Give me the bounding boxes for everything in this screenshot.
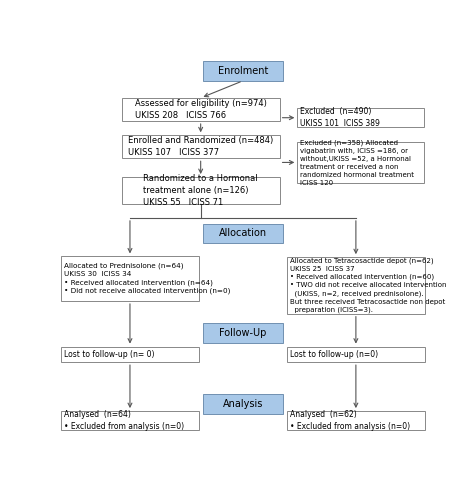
Text: Follow-Up: Follow-Up: [219, 328, 266, 338]
FancyBboxPatch shape: [61, 257, 199, 301]
Text: Enrolled and Randomized (n=484)
UKISS 107   ICISS 377: Enrolled and Randomized (n=484) UKISS 10…: [128, 136, 273, 157]
FancyBboxPatch shape: [122, 177, 280, 204]
Text: Lost to follow-up (n=0): Lost to follow-up (n=0): [290, 350, 378, 359]
Text: Lost to follow-up (n= 0): Lost to follow-up (n= 0): [64, 350, 155, 359]
FancyBboxPatch shape: [202, 323, 283, 343]
FancyBboxPatch shape: [122, 98, 280, 121]
Text: Enrolment: Enrolment: [218, 66, 268, 76]
FancyBboxPatch shape: [202, 224, 283, 243]
Text: Allocation: Allocation: [219, 228, 267, 238]
FancyBboxPatch shape: [61, 347, 199, 362]
Text: Analysed  (n=64)
• Excluded from analysis (n=0): Analysed (n=64) • Excluded from analysis…: [64, 410, 184, 431]
FancyBboxPatch shape: [297, 108, 424, 127]
FancyBboxPatch shape: [297, 142, 424, 182]
Text: Assessed for eligibility (n=974)
UKISS 208   ICISS 766: Assessed for eligibility (n=974) UKISS 2…: [135, 99, 266, 120]
FancyBboxPatch shape: [287, 257, 425, 314]
Text: Randomized to a Hormonal
treatment alone (n=126)
UKISS 55   ICISS 71: Randomized to a Hormonal treatment alone…: [143, 174, 258, 207]
Text: Excluded  (n=490)
UKISS 101  ICISS 389: Excluded (n=490) UKISS 101 ICISS 389: [300, 107, 380, 128]
FancyBboxPatch shape: [122, 135, 280, 158]
FancyBboxPatch shape: [61, 411, 199, 430]
FancyBboxPatch shape: [202, 61, 283, 81]
Text: Allocated to Tetracosactide depot (n=62)
UKISS 25  ICISS 37
• Received allocated: Allocated to Tetracosactide depot (n=62)…: [290, 257, 447, 314]
Text: Analysed  (n=62)
• Excluded from analysis (n=0): Analysed (n=62) • Excluded from analysis…: [290, 410, 410, 431]
Text: Excluded (n=358) Allocated
vigabatrin with, ICISS =186, or
without,UKISS =52, a : Excluded (n=358) Allocated vigabatrin wi…: [300, 139, 414, 186]
FancyBboxPatch shape: [202, 394, 283, 414]
Text: Allocated to Prednisolone (n=64)
UKISS 30  ICISS 34
• Received allocated interve: Allocated to Prednisolone (n=64) UKISS 3…: [64, 263, 230, 294]
FancyBboxPatch shape: [287, 411, 425, 430]
Text: Analysis: Analysis: [223, 399, 263, 409]
FancyBboxPatch shape: [287, 347, 425, 362]
